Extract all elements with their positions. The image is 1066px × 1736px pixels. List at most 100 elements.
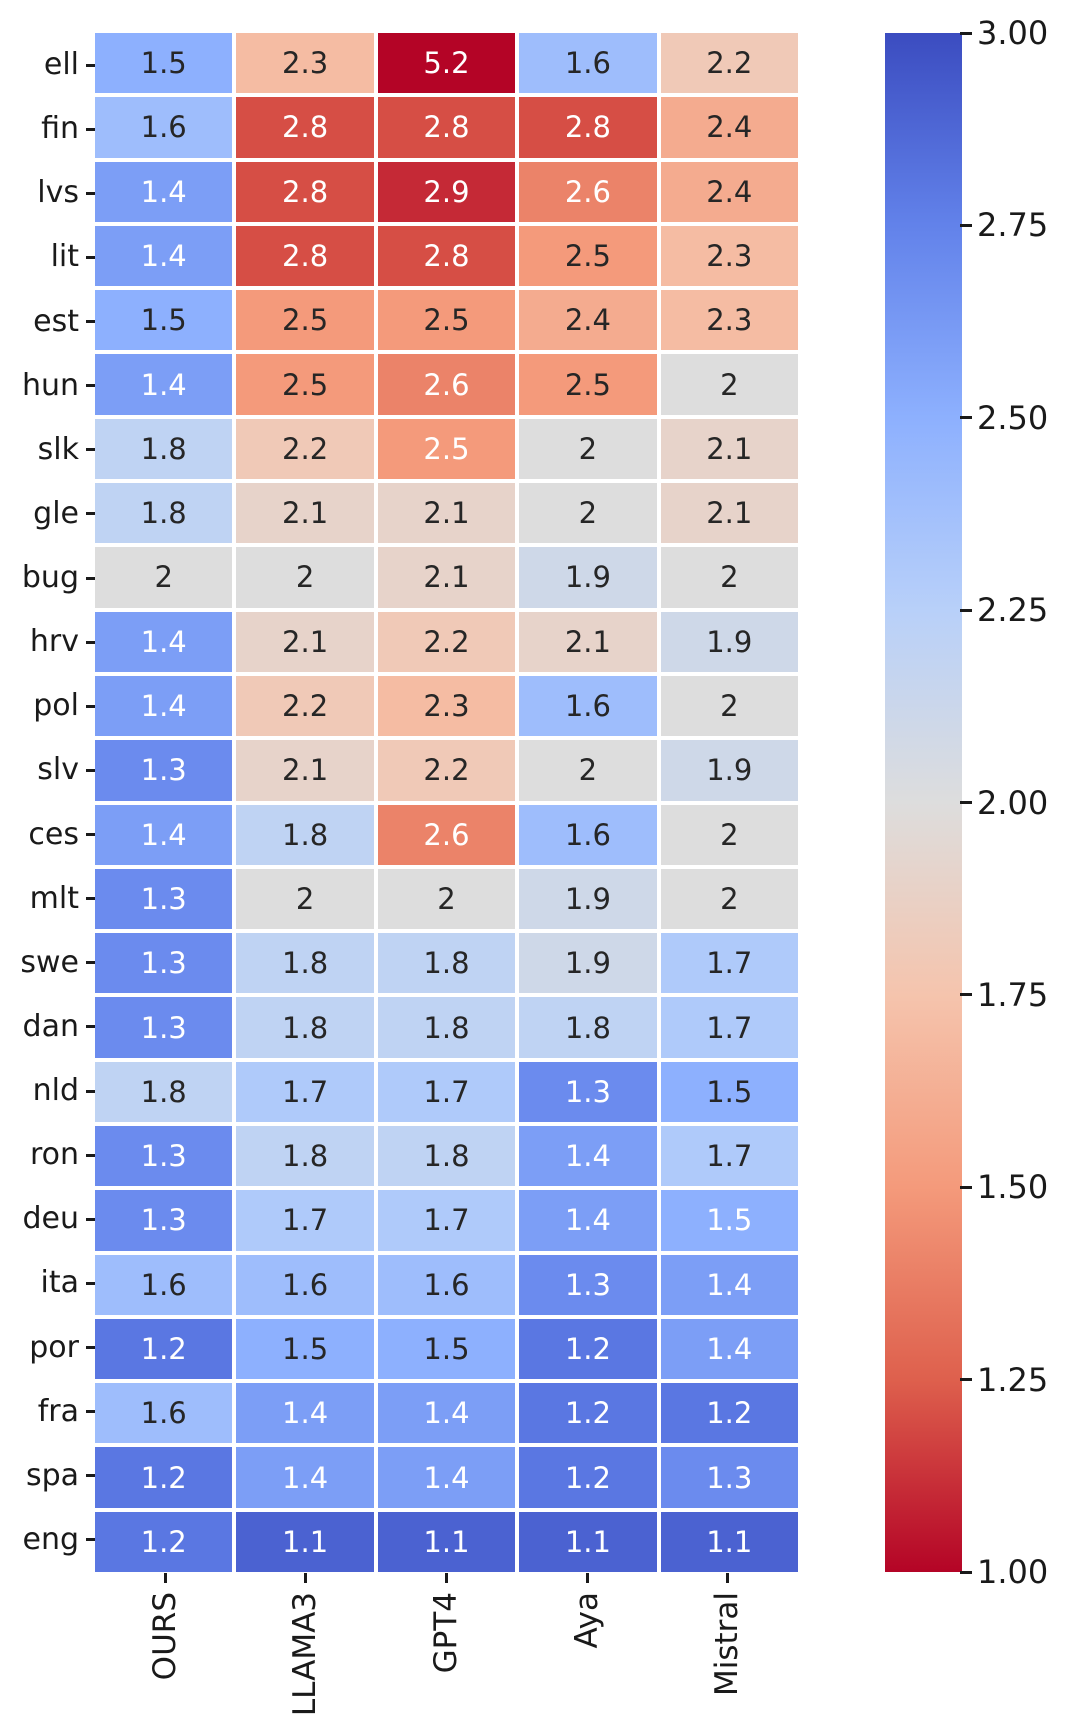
row-label: est bbox=[33, 303, 79, 339]
heatmap-cell-slv-Aya: 2 bbox=[519, 740, 657, 801]
column-label: Aya bbox=[568, 1592, 605, 1649]
heatmap-cell-lit-OURS: 1.4 bbox=[95, 225, 233, 287]
heatmap-cell-ita-Mistral: 1.4 bbox=[660, 1254, 798, 1315]
heatmap-cell-fin-OURS: 1.6 bbox=[95, 97, 233, 158]
colorbar-tick-2.25: 2.25 bbox=[960, 594, 1048, 626]
row-label: hrv bbox=[29, 624, 79, 660]
heatmap-cell-hrv-Aya: 2.1 bbox=[519, 611, 657, 672]
heatmap-cell-spa-OURS: 1.2 bbox=[95, 1447, 233, 1508]
heatmap-cell-pol-LLAMA3: 2.2 bbox=[236, 675, 374, 737]
heatmap-cell-fin-Mistral: 2.4 bbox=[660, 97, 798, 158]
row-label: por bbox=[29, 1329, 79, 1365]
row-label: dan bbox=[22, 1008, 79, 1044]
colorbar-tick-mark bbox=[960, 1378, 972, 1382]
row-label: spa bbox=[25, 1457, 79, 1493]
heatmap-cell-mlt-Mistral: 2 bbox=[660, 868, 798, 930]
heatmap-cell-hrv-LLAMA3: 2.1 bbox=[236, 611, 374, 672]
heatmap-cell-ell-Mistral: 2.2 bbox=[660, 33, 798, 94]
y-tick-fra: fra bbox=[0, 1380, 95, 1444]
colorbar-tick-1.25: 1.25 bbox=[960, 1364, 1048, 1396]
row-label: ces bbox=[28, 816, 79, 852]
y-tick-ell: ell bbox=[0, 33, 95, 97]
colorbar-tick-label: 2.25 bbox=[977, 591, 1049, 630]
heatmap-cell-ell-Aya: 1.6 bbox=[519, 33, 657, 94]
heatmap-cell-spa-Aya: 1.2 bbox=[519, 1447, 657, 1508]
heatmap-cell-ita-LLAMA3: 1.6 bbox=[236, 1254, 374, 1315]
heatmap-cell-ces-OURS: 1.4 bbox=[95, 804, 233, 865]
heatmap-cell-ron-LLAMA3: 1.8 bbox=[236, 1125, 374, 1187]
row-label: pol bbox=[33, 688, 79, 724]
y-tick-ron: ron bbox=[0, 1123, 95, 1187]
colorbar-tick-mark bbox=[960, 993, 972, 997]
heatmap-cell-dan-Aya: 1.8 bbox=[519, 997, 657, 1058]
colorbar-tick-label: 2.50 bbox=[977, 398, 1049, 437]
heatmap-cell-mlt-LLAMA3: 2 bbox=[236, 868, 374, 930]
heatmap-cell-swe-Aya: 1.9 bbox=[519, 933, 657, 994]
heatmap-cell-hun-OURS: 1.4 bbox=[95, 354, 233, 415]
y-tick-mark bbox=[86, 1410, 95, 1414]
heatmap-cell-lvs-LLAMA3: 2.8 bbox=[236, 161, 374, 222]
heatmap-cell-lit-Aya: 2.5 bbox=[519, 225, 657, 287]
y-tick-fin: fin bbox=[0, 97, 95, 161]
heatmap-cell-lit-LLAMA3: 2.8 bbox=[236, 225, 374, 287]
row-label: slv bbox=[37, 752, 79, 788]
column-label: GPT4 bbox=[427, 1592, 464, 1674]
heatmap-cell-slk-GPT4: 2.5 bbox=[377, 418, 516, 480]
heatmap-cell-dan-GPT4: 1.8 bbox=[377, 997, 516, 1058]
heatmap-cell-ces-Mistral: 2 bbox=[660, 804, 798, 865]
y-axis-labels: ell fin lvs lit est hun slk gle bug hrv pol slv ces m… bbox=[0, 33, 95, 1572]
heatmap-cell-swe-OURS: 1.3 bbox=[95, 933, 233, 994]
colorbar-tick-mark bbox=[960, 416, 972, 420]
colorbar-tick-1.50: 1.50 bbox=[960, 1171, 1048, 1203]
heatmap-cell-por-Aya: 1.2 bbox=[519, 1318, 657, 1380]
colorbar-tick-mark bbox=[960, 1570, 972, 1574]
heatmap-cell-bug-OURS: 2 bbox=[95, 547, 233, 608]
y-tick-mark bbox=[86, 1089, 95, 1093]
colorbar-tick-2.00: 2.00 bbox=[960, 787, 1048, 819]
colorbar-tick-3.00: 3.00 bbox=[960, 17, 1048, 49]
heatmap-cell-lvs-Mistral: 2.4 bbox=[660, 161, 798, 222]
heatmap-cell-lvs-Aya: 2.6 bbox=[519, 161, 657, 222]
colorbar-tick-label: 2.00 bbox=[977, 783, 1049, 822]
colorbar-tick-mark bbox=[960, 1185, 972, 1189]
colorbar-tick-label: 1.50 bbox=[977, 1168, 1049, 1207]
x-tick-mark bbox=[163, 1573, 167, 1583]
colorbar-tick-mark bbox=[960, 801, 972, 804]
y-tick-slv: slv bbox=[0, 738, 95, 802]
x-tick-OURS: OURS bbox=[95, 1573, 236, 1680]
row-label: fra bbox=[37, 1393, 79, 1429]
colorbar-ticks: 3.00 2.75 2.50 2.25 2.00 1.75 1.50 1.25 1.00 bbox=[960, 17, 1066, 1588]
heatmap-cell-fra-Aya: 1.2 bbox=[519, 1383, 657, 1444]
heatmap-cell-slv-OURS: 1.3 bbox=[95, 740, 233, 801]
column-label: Mistral bbox=[709, 1592, 746, 1697]
row-label: lit bbox=[50, 239, 79, 275]
heatmap-cell-por-GPT4: 1.5 bbox=[377, 1318, 516, 1380]
row-label: ita bbox=[40, 1265, 79, 1301]
y-tick-mark bbox=[86, 127, 95, 131]
column-label: OURS bbox=[146, 1592, 183, 1681]
heatmap-cell-por-LLAMA3: 1.5 bbox=[236, 1318, 374, 1380]
y-tick-por: por bbox=[0, 1316, 95, 1380]
row-label: bug bbox=[21, 560, 79, 596]
heatmap-cell-ron-Aya: 1.4 bbox=[519, 1125, 657, 1187]
heatmap-cell-deu-Mistral: 1.5 bbox=[660, 1190, 798, 1251]
heatmap-cell-dan-OURS: 1.3 bbox=[95, 997, 233, 1058]
heatmap-cell-ell-OURS: 1.5 bbox=[95, 33, 233, 94]
y-tick-mark bbox=[86, 1153, 95, 1157]
heatmap-cell-fin-GPT4: 2.8 bbox=[377, 97, 516, 158]
heatmap-cell-bug-Aya: 1.9 bbox=[519, 547, 657, 608]
row-label: deu bbox=[22, 1201, 79, 1237]
heatmap-cell-eng-GPT4: 1.1 bbox=[377, 1511, 516, 1572]
heatmap-cell-deu-LLAMA3: 1.7 bbox=[236, 1190, 374, 1251]
heatmap-cell-ron-GPT4: 1.8 bbox=[377, 1125, 516, 1187]
colorbar-tick-label: 2.75 bbox=[977, 206, 1049, 245]
y-tick-mark bbox=[86, 704, 95, 708]
heatmap-cell-bug-GPT4: 2.1 bbox=[377, 547, 516, 608]
heatmap-cell-est-Mistral: 2.3 bbox=[660, 290, 798, 351]
heatmap-cell-fin-LLAMA3: 2.8 bbox=[236, 97, 374, 158]
x-tick-mark bbox=[444, 1573, 448, 1583]
heatmap-cell-eng-LLAMA3: 1.1 bbox=[236, 1511, 374, 1572]
heatmap-cell-gle-GPT4: 2.1 bbox=[377, 483, 516, 544]
y-tick-gle: gle bbox=[0, 482, 95, 546]
row-label: ron bbox=[29, 1137, 79, 1173]
